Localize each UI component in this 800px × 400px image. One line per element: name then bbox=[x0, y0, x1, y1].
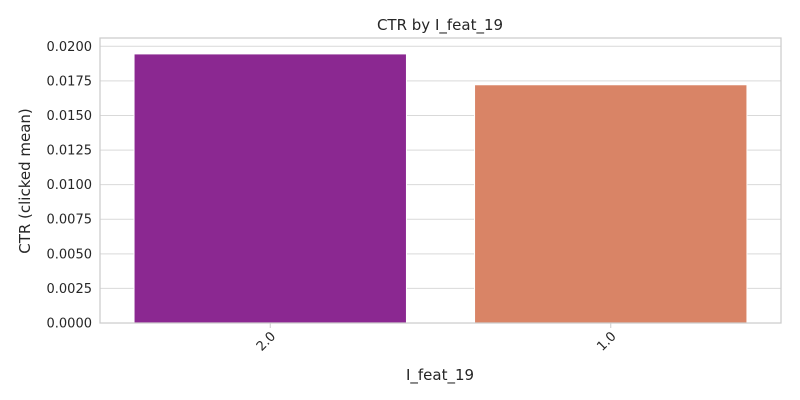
y-tick-label: 0.0175 bbox=[47, 74, 93, 89]
y-tick-label: 0.0025 bbox=[47, 282, 93, 297]
bar-2.0 bbox=[133, 53, 407, 324]
bar-1.0 bbox=[474, 84, 748, 324]
bars bbox=[133, 53, 748, 324]
x-tick-label: 2.0 bbox=[254, 329, 279, 354]
y-tick-label: 0.0075 bbox=[47, 213, 93, 228]
chart-title: CTR by I_feat_19 bbox=[377, 16, 503, 35]
y-tick-label: 0.0100 bbox=[47, 178, 93, 193]
x-axis-ticks: 2.0 1.0 bbox=[254, 323, 620, 354]
y-tick-label: 0.0000 bbox=[47, 317, 93, 332]
plot-frame bbox=[99, 37, 782, 324]
y-tick-label: 0.0050 bbox=[47, 247, 93, 262]
y-tick-label: 0.0125 bbox=[47, 144, 93, 159]
y-tick-label: 0.0150 bbox=[47, 109, 93, 124]
y-tick-label: 0.0200 bbox=[47, 40, 93, 55]
y-axis-label: CTR (clicked mean) bbox=[16, 108, 34, 254]
x-tick-label: 1.0 bbox=[594, 329, 619, 354]
x-axis-label: I_feat_19 bbox=[406, 366, 474, 385]
y-axis-ticks: 0.0000 0.0025 0.0050 0.0075 0.0100 0.0125 0.01… bbox=[47, 40, 93, 332]
